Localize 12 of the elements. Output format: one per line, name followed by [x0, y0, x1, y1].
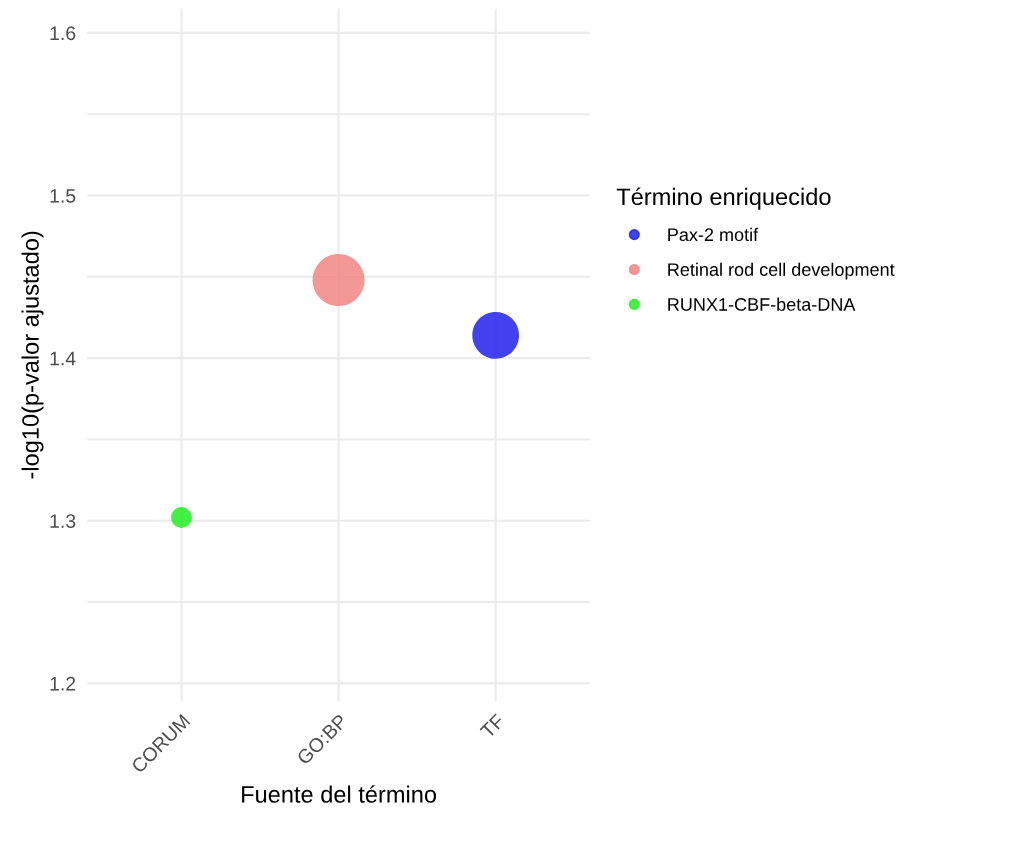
y-tick-label: 1.2: [50, 676, 76, 691]
y-tick-label: 1.5: [50, 189, 76, 203]
legend-label: RUNX1-CBF-beta-DNA: [668, 297, 856, 311]
x-axis-title: Fuente del término: [242, 785, 437, 803]
legend-label: Retinal rod cell development: [668, 262, 895, 280]
legend-title: Término enriquecido: [616, 187, 831, 210]
x-tick-label: TF: [479, 713, 506, 739]
y-tick-label: 1.4: [50, 351, 76, 366]
legend-label: Pax-2 motif: [668, 227, 759, 242]
y-tick-label: 1.6: [50, 26, 76, 41]
y-tick-label: 1.3: [50, 514, 76, 528]
y-axis-title: -log10(p-valor ajustado): [21, 231, 44, 479]
